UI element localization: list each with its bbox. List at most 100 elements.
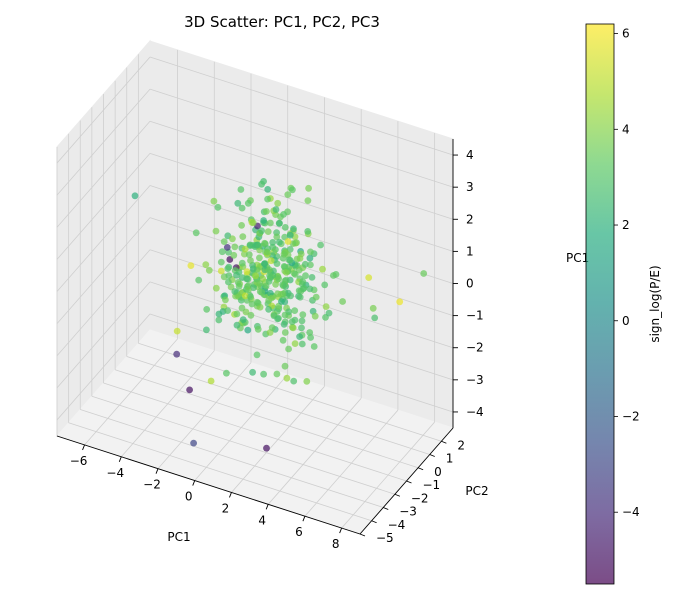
grid-line-z: [149, 120, 454, 220]
grid-line-z: [56, 249, 151, 356]
scatter-point: [273, 370, 281, 378]
scatter-point: [224, 265, 232, 272]
grid-line-z: [149, 56, 454, 156]
scatter-point: [246, 242, 254, 250]
scatter-point: [281, 311, 289, 319]
scatter-point: [270, 312, 278, 320]
scatter-point: [288, 318, 296, 326]
scatter-point: [238, 204, 246, 212]
y-tick-label: −1: [423, 478, 441, 492]
colorbar-label: sign_log(P/E): [648, 265, 662, 342]
x-tick-mark: [118, 456, 122, 462]
y-tick-mark: [383, 507, 389, 510]
scatter-point: [222, 296, 229, 304]
scatter-point: [253, 351, 261, 359]
scatter-point: [220, 238, 228, 246]
x-tick-label: 0: [185, 490, 193, 504]
scatter-point: [296, 333, 303, 340]
scatter-point: [225, 272, 233, 279]
colorbar-tick-label: 6: [622, 27, 630, 41]
z-tick-label: 3: [466, 180, 474, 194]
scatter-point: [272, 246, 279, 254]
scatter-point: [195, 276, 203, 284]
scatter-point: [250, 284, 257, 292]
scatter-point: [274, 290, 282, 298]
y-tick-mark: [441, 440, 447, 444]
scatter-point: [263, 444, 270, 452]
x-tick-mark: [339, 527, 343, 534]
colorbar-tick-label: 2: [622, 218, 630, 232]
scatter-point: [258, 180, 265, 188]
scatter-point: [301, 260, 309, 268]
scatter-point: [217, 258, 225, 266]
grid-line-z: [149, 185, 454, 284]
scatter-point: [274, 199, 282, 207]
scatter-point: [218, 248, 226, 256]
scatter-point: [235, 282, 243, 290]
scatter-point: [310, 343, 318, 350]
scatter-point: [266, 272, 273, 279]
scatter-point: [238, 259, 246, 267]
y-tick-label: 0: [434, 465, 442, 479]
scatter-point: [298, 324, 305, 332]
scatter-point: [298, 340, 306, 348]
y-tick-mark: [429, 454, 435, 457]
scatter-point: [249, 265, 257, 273]
grid-line-z: [56, 88, 151, 196]
scatter-point: [239, 316, 247, 323]
scatter-point: [289, 323, 296, 331]
scatter-point: [273, 260, 281, 267]
scatter-point: [247, 311, 255, 319]
scatter-point: [311, 312, 319, 320]
scatter-point: [269, 239, 277, 246]
scatter-point: [203, 306, 211, 313]
scatter-point: [253, 298, 261, 306]
colorbar-tick-label: −2: [622, 409, 640, 423]
scatter-point: [217, 267, 225, 275]
y-tick-mark: [394, 493, 401, 497]
scatter-point: [308, 274, 316, 281]
scatter-point: [283, 374, 291, 382]
scatter-point: [230, 251, 238, 259]
scatter-point: [203, 326, 210, 334]
z-tick-label: −2: [466, 341, 484, 355]
y-tick-mark: [359, 533, 366, 537]
scatter-point: [268, 294, 275, 302]
scatter-point: [233, 321, 241, 329]
scatter-point: [212, 227, 220, 235]
x-axis-line: [56, 435, 361, 535]
scatter-point: [272, 206, 280, 213]
scatter-point: [285, 345, 292, 353]
scatter-point: [245, 251, 253, 259]
x-tick-label: −4: [106, 466, 124, 480]
scatter-point: [173, 350, 181, 358]
scatter-point: [247, 257, 254, 264]
scatter-point: [290, 377, 298, 385]
scatter-point: [299, 311, 307, 319]
scatter-point: [321, 281, 329, 289]
scatter-point: [298, 317, 306, 325]
z-axis-label: PC1: [566, 251, 589, 265]
scatter-point: [371, 314, 379, 322]
scatter-point: [304, 197, 312, 205]
scatter-point: [276, 238, 283, 246]
scatter-point: [303, 378, 311, 385]
scatter-point: [273, 233, 281, 241]
scatter-point: [293, 255, 301, 263]
scatter-point: [287, 292, 294, 300]
scatter-point: [248, 300, 256, 308]
x-tick-mark: [192, 480, 196, 486]
scatter-point: [269, 252, 276, 259]
scatter-point: [300, 284, 308, 292]
scatter-point: [319, 265, 326, 273]
grid-line-z: [56, 313, 151, 421]
scatter-point: [215, 316, 223, 324]
y-tick-mark: [371, 520, 377, 524]
scatter-point: [282, 269, 290, 276]
scatter-point: [234, 199, 242, 207]
scatter-point: [264, 195, 271, 203]
grid-line-z: [56, 217, 151, 324]
scatter-point: [279, 281, 287, 289]
grid-line-z: [149, 153, 454, 252]
grid-line-y: [138, 342, 442, 442]
